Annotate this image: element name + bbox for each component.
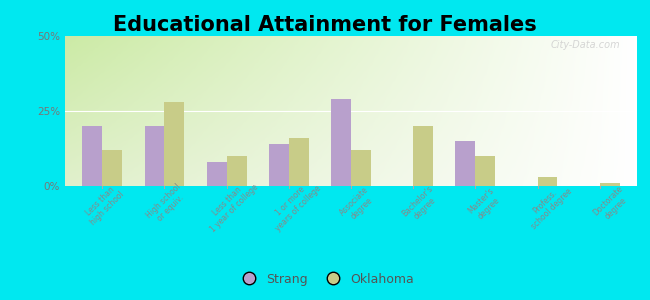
Legend: Strang, Oklahoma: Strang, Oklahoma	[231, 268, 419, 291]
Text: High school
or equiv.: High school or equiv.	[144, 182, 190, 227]
Bar	[538, 177, 558, 186]
Text: Profess.
school degree: Profess. school degree	[523, 179, 575, 231]
Bar	[351, 150, 371, 186]
Text: Master's
degree: Master's degree	[467, 187, 503, 223]
Text: Associate
degree: Associate degree	[338, 185, 378, 225]
Bar	[413, 126, 433, 186]
Bar	[102, 150, 122, 186]
Text: City-Data.com: City-Data.com	[550, 40, 620, 50]
Bar	[164, 102, 185, 186]
Bar	[269, 144, 289, 186]
Text: Less than
high school: Less than high school	[81, 182, 126, 227]
Bar	[227, 156, 246, 186]
Text: Bachelor's
degree: Bachelor's degree	[400, 184, 443, 226]
Bar	[207, 162, 227, 186]
Bar	[289, 138, 309, 186]
Text: Doctorate
degree: Doctorate degree	[592, 184, 632, 225]
Bar	[144, 126, 164, 186]
Text: 1 or more
years of college: 1 or more years of college	[266, 177, 322, 233]
Text: Less than
1 year of college: Less than 1 year of college	[202, 176, 260, 234]
Bar	[475, 156, 495, 186]
Bar	[331, 99, 351, 186]
Bar	[600, 183, 619, 186]
Text: Educational Attainment for Females: Educational Attainment for Females	[113, 15, 537, 35]
Bar	[83, 126, 102, 186]
Bar	[456, 141, 475, 186]
